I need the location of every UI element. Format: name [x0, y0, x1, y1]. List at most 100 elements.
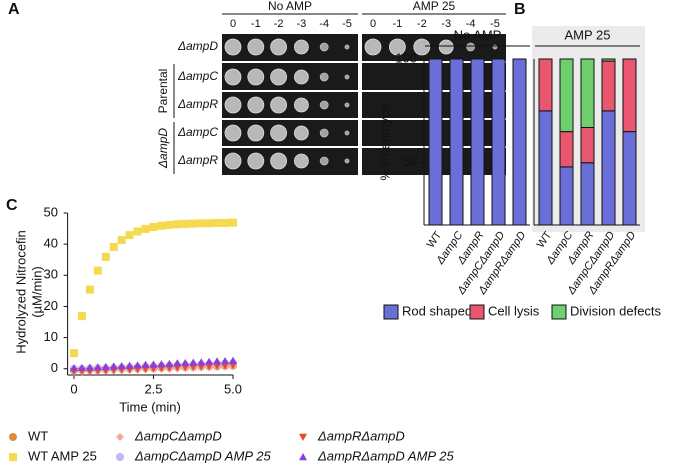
marker: [101, 362, 110, 371]
colony-spot: [319, 156, 329, 166]
marker: [229, 218, 237, 227]
colony-spot: [270, 152, 288, 170]
colony-spot: [247, 124, 265, 142]
legend-marker: [116, 453, 124, 461]
colony-spot: [364, 38, 382, 56]
dilution-label: -4: [319, 18, 329, 30]
marker: [101, 252, 110, 261]
panel-letter: B: [514, 1, 526, 18]
bar-segment: [538, 110, 553, 226]
marker: [93, 363, 102, 371]
legend-label: ΔampRΔampD: [317, 428, 405, 443]
bar-segment: [512, 58, 527, 226]
bar-segment: [580, 58, 595, 128]
colony-spot: [319, 42, 329, 52]
marker: [149, 360, 158, 368]
marker: [229, 356, 237, 364]
marker: [205, 219, 214, 228]
dilution-label: -3: [297, 18, 307, 30]
colony-spot: [224, 68, 242, 86]
colony-spot: [293, 125, 309, 141]
legend-marker: [9, 433, 17, 441]
y-tick-label: 40: [44, 236, 58, 251]
dilution-label: -1: [251, 18, 261, 30]
colony-spot: [344, 44, 350, 50]
bar-segment: [449, 58, 464, 226]
colony-spot: [270, 68, 288, 86]
colony-spot: [344, 102, 350, 108]
colony-spot: [224, 152, 242, 170]
marker: [157, 360, 166, 368]
y-tick-label: 30: [44, 267, 58, 282]
colony-spot: [438, 39, 454, 55]
panel-letter: A: [8, 1, 20, 18]
legend-label: Division defects: [570, 303, 662, 318]
dilution-label: -3: [441, 18, 451, 30]
marker: [221, 356, 230, 365]
marker: [125, 231, 134, 240]
marker: [93, 266, 102, 275]
colony-spot: [224, 38, 242, 56]
strain-label: ΔampD: [177, 39, 218, 53]
marker: [85, 363, 94, 371]
legend-label: Rod shaped: [402, 303, 472, 318]
marker: [109, 362, 118, 370]
condition-title: No AMP: [268, 0, 312, 13]
bar-segment: [491, 58, 506, 226]
marker: [109, 242, 118, 251]
x-tick-label: 2.5: [144, 381, 162, 396]
marker: [229, 362, 237, 370]
colony-spot: [344, 130, 350, 136]
legend-marker: [9, 453, 17, 461]
marker: [117, 236, 126, 245]
legend-swatch: [469, 304, 485, 320]
dilution-label: -2: [417, 18, 427, 30]
y-tick-label: 50: [403, 154, 417, 169]
legend-label: ΔampRΔampD AMP 25: [317, 448, 454, 463]
dilution-label: -1: [393, 18, 403, 30]
group-label: Parental: [156, 69, 170, 114]
marker: [141, 360, 150, 368]
marker: [77, 363, 86, 372]
colony-spot: [293, 69, 309, 85]
colony-spot: [293, 97, 309, 113]
bar-segment: [470, 58, 485, 226]
legend-label: Cell lysis: [488, 303, 540, 318]
marker: [221, 362, 230, 370]
y-tick-label: 0: [51, 360, 58, 375]
bar-segment: [622, 58, 637, 133]
legend-marker: [299, 433, 307, 441]
y-axis-label: (µM/min): [29, 266, 44, 318]
y-axis-label: Hydrolyzed Nitrocefin: [13, 230, 28, 354]
marker: [181, 219, 190, 228]
marker: [173, 220, 182, 229]
colony-spot: [247, 152, 265, 170]
bar-segment: [559, 131, 574, 168]
y-tick-label: 10: [44, 329, 58, 344]
x-tick-label: WT: [535, 229, 555, 250]
marker: [189, 358, 198, 366]
dilution-label: -5: [490, 18, 500, 30]
colony-spot: [224, 124, 242, 142]
dilution-label: 0: [370, 18, 376, 30]
legend-label: ΔampCΔampD AMP 25: [134, 448, 271, 463]
dilution-label: -5: [342, 18, 352, 30]
legend-label: WT AMP 25: [28, 448, 97, 463]
marker: [69, 364, 78, 372]
marker: [213, 218, 222, 227]
legend-marker: [116, 433, 124, 441]
colony-spot: [319, 72, 329, 82]
condition-title: AMP 25: [413, 0, 456, 13]
colony-spot: [344, 74, 350, 80]
colony-spot: [293, 39, 309, 55]
facet-title: No AMP: [454, 27, 502, 42]
bar-segment: [601, 110, 616, 226]
colony-spot: [247, 68, 265, 86]
colony-spot: [270, 38, 288, 56]
colony-spot: [293, 153, 309, 169]
marker: [189, 219, 198, 228]
colony-spot: [388, 38, 406, 56]
bar-segment: [601, 58, 616, 62]
marker: [205, 363, 214, 371]
marker: [149, 223, 158, 232]
